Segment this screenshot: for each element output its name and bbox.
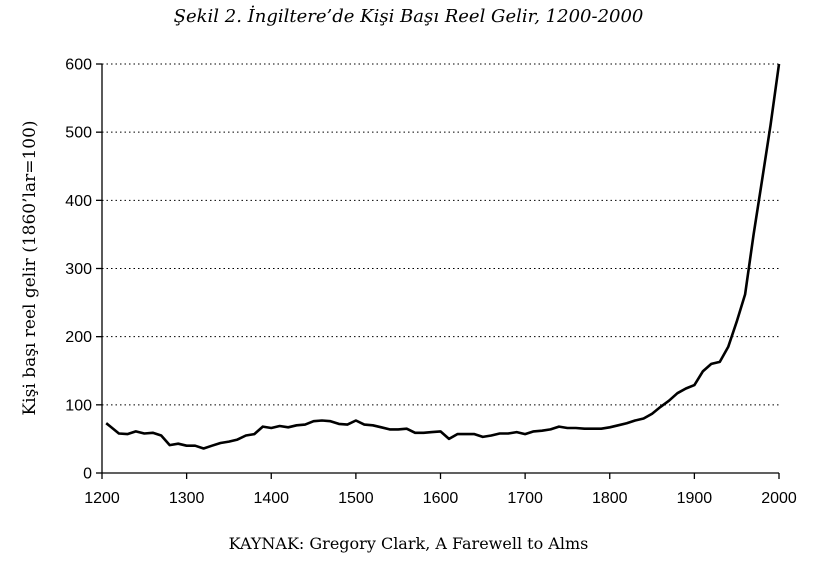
x-tick-label: 1700 bbox=[507, 490, 543, 507]
x-tick-label: 1200 bbox=[84, 490, 120, 507]
x-tick-label: 1600 bbox=[423, 490, 459, 507]
x-tick-label: 1800 bbox=[592, 490, 628, 507]
x-tick-label: 2000 bbox=[761, 490, 797, 507]
y-tick-label: 600 bbox=[65, 57, 92, 74]
source-note: KAYNAK: Gregory Clark, A Farewell to Alm… bbox=[228, 534, 589, 553]
x-tick-label: 1400 bbox=[253, 490, 289, 507]
x-tick-label: 1500 bbox=[338, 490, 374, 507]
y-tick-label: 200 bbox=[65, 329, 92, 346]
x-tick-label: 1300 bbox=[169, 490, 205, 507]
axes bbox=[96, 63, 780, 479]
y-tick-label: 500 bbox=[65, 125, 92, 142]
x-tick-labels: 1200 1300 1400 1500 1600 1700 1800 1900 2000 bbox=[84, 490, 797, 507]
x-tick-label: 1900 bbox=[677, 490, 713, 507]
y-axis-label: Kişi başı reel gelir (1860’lar=100) bbox=[20, 120, 40, 415]
y-tick-label: 0 bbox=[83, 466, 92, 483]
y-tick-label: 100 bbox=[65, 397, 92, 414]
y-tick-label: 400 bbox=[65, 193, 92, 210]
y-tick-label: 300 bbox=[65, 261, 92, 278]
chart-title: Şekil 2. İngiltere’de Kişi Başı Reel Gel… bbox=[173, 6, 644, 27]
gridlines bbox=[102, 63, 779, 406]
series-line bbox=[105, 63, 781, 450]
y-tick-labels: 0 100 200 300 400 500 600 bbox=[65, 57, 92, 483]
